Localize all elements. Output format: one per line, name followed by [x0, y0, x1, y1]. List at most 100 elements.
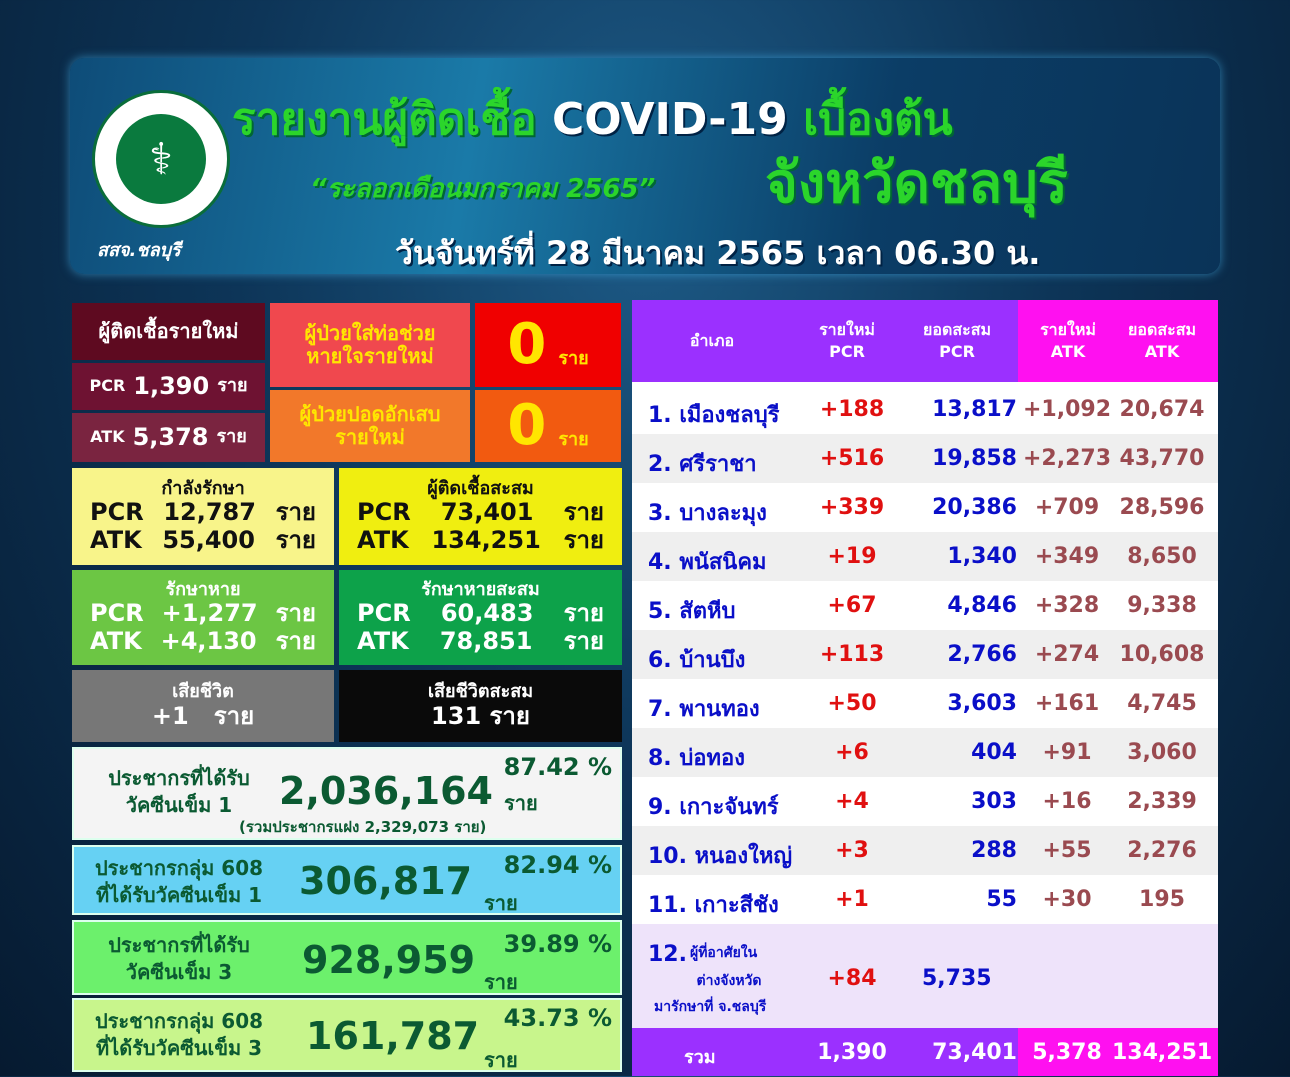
recovered-cum-box: รักษาหายสะสม PCR 60,483 ราย ATK 78,851 ราย [339, 570, 622, 665]
vaccine-label: ประชากรที่ได้รับ [108, 766, 250, 790]
vaccine-dose3: ประชากรที่ได้รับ วัคซีนเข็ม 3 928,959 39.… [72, 920, 622, 995]
deaths-cum-label: เสียชีวิตสะสม [427, 680, 534, 702]
atk-label: ATK [90, 427, 125, 447]
unit: ราย [489, 701, 530, 730]
cell-new-pcr: +6 [835, 740, 869, 765]
vaccine-value: 928,959 [302, 938, 476, 982]
pcr-label: PCR [89, 376, 126, 396]
intubated-count: 0 ราย [475, 303, 621, 387]
cell-total-pcr: 4,846 [947, 593, 1017, 618]
cell-total-atk: 2,339 [1127, 789, 1197, 814]
report-date: วันจันทร์ที่ 28 มีนาคม 2565 เวลา 06.30 น… [395, 234, 1041, 272]
cell-district: 4. พนัสนิคม [648, 550, 767, 575]
intubated-value: 0 [507, 311, 547, 377]
unit: ราย [484, 891, 518, 915]
table-row: 8. บ่อทอง +6 404 +91 3,060 [632, 728, 1218, 777]
cell-new-atk: +16 [1042, 789, 1092, 814]
unit: ราย [563, 525, 604, 554]
cell-new-atk: +2,273 [1022, 446, 1112, 471]
table-row: 11. เกาะสีชัง +1 55 +30 195 [632, 875, 1218, 924]
cell-new-pcr: +3 [835, 838, 869, 863]
cell-district: 11. เกาะสีชัง [648, 893, 779, 918]
vaccine-pct: 43.73 % [503, 1004, 612, 1032]
cell-new-pcr: +188 [819, 397, 885, 422]
pneumonia-count: 0 ราย [475, 390, 621, 462]
cell-district: 9. เกาะจันทร์ [648, 795, 779, 820]
row-12-line: ผู้ที่อาศัยใน [690, 945, 758, 961]
table-row: 3. บางละมุง +339 20,386 +709 28,596 [632, 483, 1218, 532]
unit: ราย [563, 626, 604, 655]
vaccine-dose1: ประชากรที่ได้รับ วัคซีนเข็ม 1 2,036,164 8… [72, 747, 622, 840]
cell-total-pcr: 3,603 [947, 691, 1017, 716]
ministry-logo: ⚕ [92, 90, 230, 228]
cell-total-atk: 2,276 [1127, 838, 1197, 863]
table-row-12: 12. ผู้ที่อาศัยใน ต่างจังหวัด มารักษาที่… [632, 924, 1218, 1028]
pcr-label: PCR [357, 498, 411, 527]
recovered-atk: +4,130 [160, 626, 257, 655]
treating-atk: 55,400 [162, 525, 255, 554]
cell-total-pcr: 2,766 [947, 642, 1017, 667]
cell-total-pcr: 13,817 [932, 397, 1017, 422]
header-total-pcr: ยอดสะสม PCR [922, 319, 992, 361]
header-district: อำเภอ [689, 330, 735, 350]
vaccine-value: 2,036,164 [279, 769, 493, 813]
cell-district: 3. บางละมุง [648, 501, 767, 526]
cell-district: 6. บ้านบึง [648, 648, 746, 673]
table-header-atk-bg [1018, 300, 1218, 382]
header-new-atk: รายใหม่ ATK [1040, 319, 1096, 361]
header-total-atk: ยอดสะสม ATK [1127, 319, 1197, 361]
cell-new-pcr: +339 [819, 495, 885, 520]
cell-total-pcr: 55 [986, 887, 1017, 912]
vaccine-note: (รวมประชากรแฝง 2,329,073 ราย) [239, 818, 487, 836]
cell-new-pcr: +4 [835, 789, 869, 814]
district-table: อำเภอ รายใหม่ PCR ยอดสะสม PCR รายใหม่ AT… [632, 300, 1218, 1076]
unit: ราย [484, 1048, 518, 1072]
cell-new-pcr: +19 [827, 544, 877, 569]
new-atk-value: 5,378 [132, 422, 209, 451]
cell-total-atk: 8,650 [1127, 544, 1197, 569]
unit: ราย [216, 426, 247, 448]
cell-total-pcr: 19,858 [932, 446, 1017, 471]
row-12-line: ต่างจังหวัด [696, 973, 762, 989]
caduceus-icon: ⚕ [116, 114, 206, 204]
report-title: รายงานผู้ติดเชื้อ COVID-19 เบื้องต้น [232, 84, 953, 154]
cell-total-atk: 20,674 [1119, 397, 1205, 422]
province-title: จังหวัดชลบุรี [765, 151, 1068, 216]
atk-label: ATK [357, 525, 409, 554]
vaccine-label: วัคซีนเข็ม 3 [125, 960, 233, 984]
recovered-cum-pcr: 60,483 [440, 599, 534, 628]
cell-new-atk: +1,092 [1022, 397, 1112, 422]
vaccine-608-dose3: ประชากรกลุ่ม 608 ที่ได้รับวัคซีนเข็ม 3 16… [72, 998, 622, 1072]
unit: ราย [217, 375, 248, 397]
table-row: 2. ศรีราชา +516 19,858 +2,273 43,770 [632, 434, 1218, 483]
cell-total-atk: 28,596 [1119, 495, 1205, 520]
cell-new-atk: +274 [1034, 642, 1100, 667]
total-atk: 134,251 [1112, 1040, 1213, 1065]
cumulative-pcr: 73,401 [440, 498, 534, 527]
table-row: 1. เมืองชลบุรี +188 13,817 +1,092 20,674 [632, 385, 1218, 434]
vaccine-label: ประชากรกลุ่ม 608 [94, 1009, 264, 1033]
total-row-pcr-bg [632, 1028, 1018, 1076]
unit: ราย [563, 498, 604, 527]
cell-total-atk: 43,770 [1119, 446, 1205, 471]
cell-district: 8. บ่อทอง [648, 746, 745, 771]
cell-new-atk: +328 [1034, 593, 1100, 618]
new-pcr: PCR 1,390 ราย [72, 363, 265, 410]
cell-new-pcr: +516 [819, 446, 885, 471]
vaccine-pct: 82.94 % [503, 851, 612, 879]
new-cases-label: ผู้ติดเชื้อรายใหม่ [72, 303, 265, 360]
cell-new-atk: +30 [1042, 887, 1092, 912]
org-label: สสจ.ชลบุรี [97, 240, 181, 261]
table-row: 4. พนัสนิคม +19 1,340 +349 8,650 [632, 532, 1218, 581]
title-covid: COVID-19 [551, 94, 788, 145]
unit: ราย [275, 525, 316, 554]
cell-total-atk: 4,745 [1127, 691, 1197, 716]
cell-total-atk: 10,608 [1119, 642, 1205, 667]
deaths-value: +1 [151, 701, 189, 730]
wave-label: “ระลอกเดือนมกราคม 2565” [310, 174, 656, 204]
treating-box: กำลังรักษา PCR 12,787 ราย ATK 55,400 ราย [72, 468, 334, 565]
unit: ราย [558, 347, 589, 369]
unit: ราย [558, 428, 589, 450]
cell-new-pcr: +67 [827, 593, 877, 618]
vaccine-value: 306,817 [299, 859, 473, 903]
